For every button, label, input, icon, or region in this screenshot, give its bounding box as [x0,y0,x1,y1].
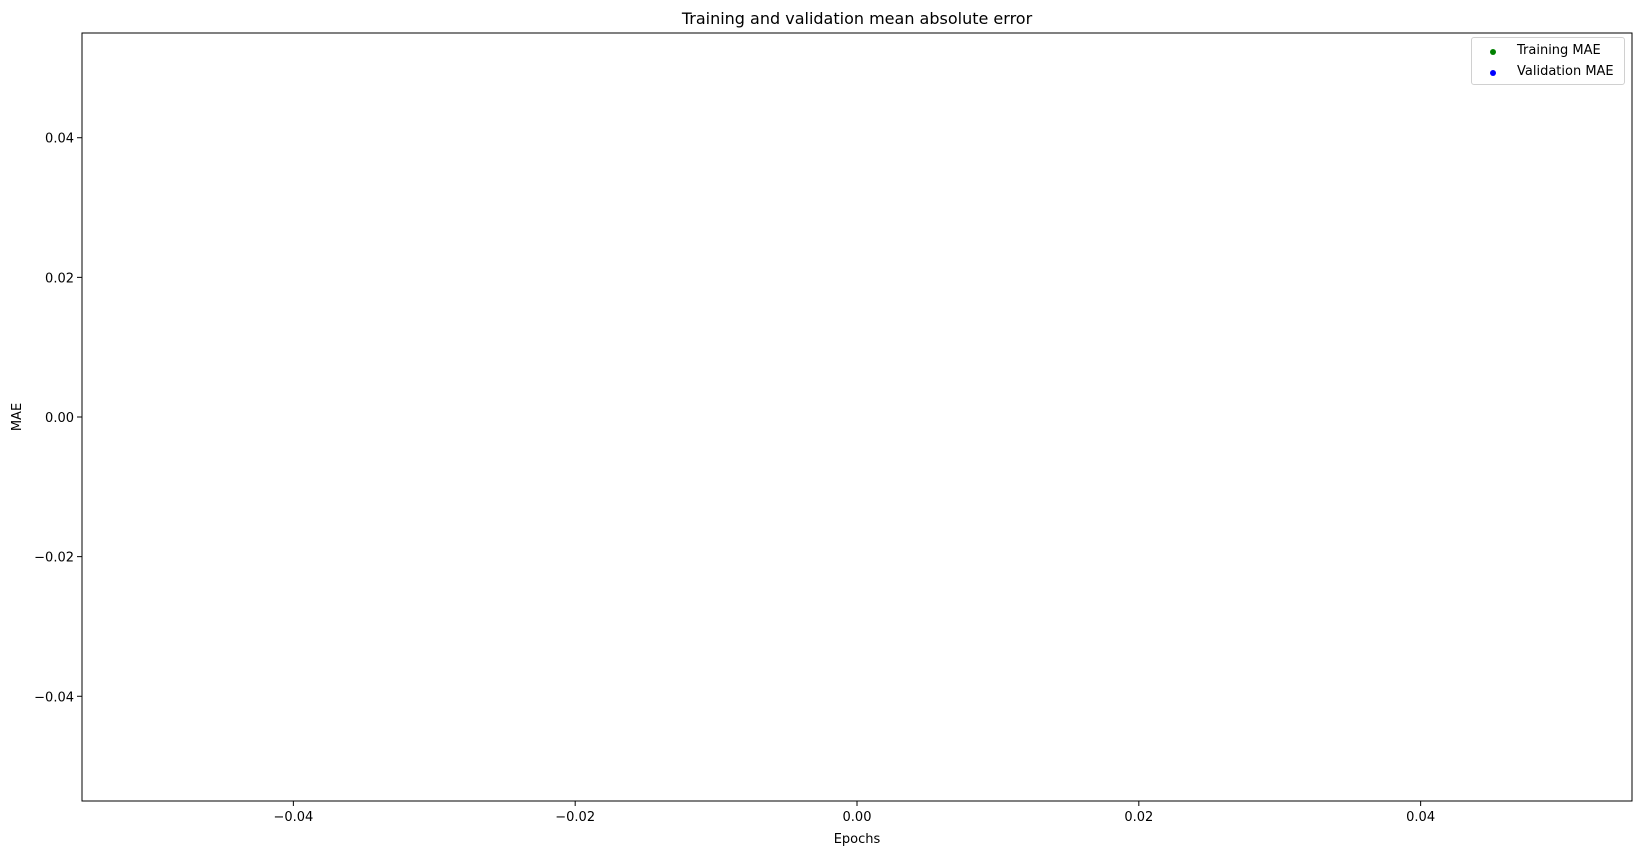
legend-item-training: Training MAE [1472,42,1624,62]
legend-item-validation: Validation MAE [1472,63,1624,83]
x-tick-label: −0.02 [555,810,595,825]
y-axis-label: MAE [10,403,25,431]
training-marker-icon [1490,49,1496,55]
y-tick-label: −0.02 [34,551,74,566]
x-tick-label: 0.04 [1406,810,1435,825]
validation-marker-icon [1490,70,1496,76]
y-tick-label: 0.00 [45,411,74,426]
y-tick-label: 0.02 [45,271,74,286]
y-tick-label: 0.04 [45,132,74,147]
x-tick-label: 0.02 [1124,810,1153,825]
chart-title: Training and validation mean absolute er… [681,9,1033,28]
legend-label-training: Training MAE [1517,43,1601,58]
legend: Training MAE Validation MAE [1471,37,1625,85]
x-axis-ticks: −0.04 −0.02 0.00 0.02 0.04 [273,801,1435,825]
x-axis-label: Epochs [834,832,881,847]
x-tick-label: 0.00 [843,810,872,825]
legend-label-validation: Validation MAE [1517,64,1614,79]
y-axis-ticks: 0.04 0.02 0.00 −0.02 −0.04 [34,132,82,705]
x-tick-label: −0.04 [273,810,313,825]
plot-area [81,32,1633,802]
y-tick-label: −0.04 [34,690,74,705]
